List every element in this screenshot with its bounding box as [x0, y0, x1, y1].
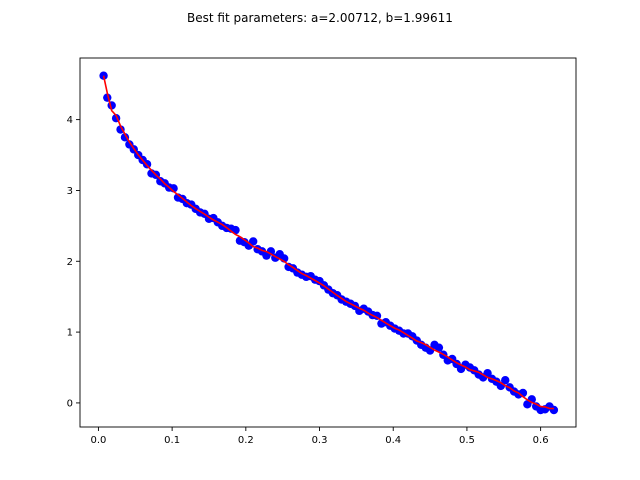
chart-title: Best fit parameters: a=2.00712, b=1.9961… — [187, 11, 453, 25]
data-point — [116, 125, 125, 134]
plot-area — [99, 71, 559, 415]
x-tick-label: 0.4 — [385, 435, 401, 446]
data-point — [248, 237, 258, 246]
x-tick-label: 0.5 — [459, 435, 475, 446]
x-tick-label: 0.1 — [164, 435, 180, 446]
data-point — [549, 405, 559, 415]
x-tick-label: 0.0 — [90, 435, 106, 446]
y-tick-label: 3 — [67, 186, 73, 197]
y-tick-label: 2 — [67, 257, 73, 268]
x-tick-label: 0.3 — [312, 435, 328, 446]
x-tick-label: 0.2 — [238, 435, 254, 446]
y-tick-label: 1 — [67, 328, 73, 339]
y-tick-label: 4 — [67, 115, 73, 126]
fit-curve — [102, 75, 554, 410]
x-tick-label: 0.6 — [533, 435, 549, 446]
y-tick-label: 0 — [67, 398, 73, 409]
data-point — [434, 343, 444, 352]
axes-frame — [79, 57, 577, 428]
axes: 0.0 0.1 0.2 0.3 0.4 0.5 0.6 0 1 2 3 4 — [67, 57, 577, 446]
data-point — [501, 376, 510, 385]
data-point — [372, 311, 382, 320]
